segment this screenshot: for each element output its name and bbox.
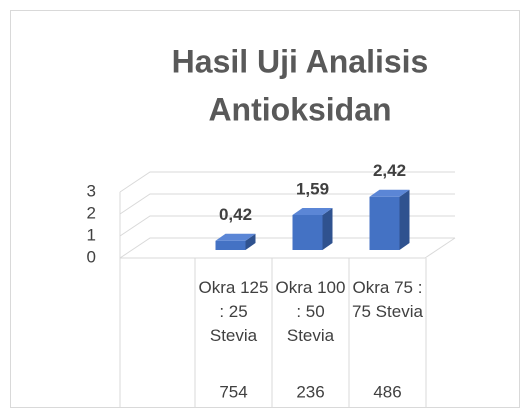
chart-title-line: Antioksidan (208, 91, 391, 127)
y-tick-label: 3 (87, 181, 96, 200)
bar-face (215, 240, 246, 250)
x-tick-label: Okra 100 : 50 Stevia (275, 278, 346, 345)
bar-face (292, 215, 323, 250)
floor-edge (424, 237, 456, 259)
grid-line (119, 215, 455, 237)
bar-face (215, 233, 256, 241)
x-tick-label: Okra 75 : 75 Stevia (352, 278, 423, 321)
bar-face (399, 189, 410, 250)
grid-line (119, 237, 455, 259)
value-label: 2,42 (373, 161, 406, 180)
bar-face (369, 189, 410, 197)
bar-face (369, 196, 400, 250)
grid-line (119, 193, 455, 215)
value-label: 0,42 (219, 205, 252, 224)
bar (215, 233, 256, 250)
bar-face (322, 208, 333, 250)
y-tick-label: 1 (87, 225, 96, 244)
bar-face (245, 233, 256, 250)
chart-border (10, 10, 520, 408)
y-tick-label: 0 (87, 247, 96, 266)
bar (292, 208, 333, 250)
category-code: 486 (373, 382, 401, 401)
grid-line (119, 171, 455, 193)
x-tick-label: Okra 125 : 25 Stevia (198, 278, 269, 345)
value-label: 1,59 (296, 180, 329, 199)
category-code: 754 (219, 382, 247, 401)
bar-face (292, 208, 333, 216)
bar (369, 189, 410, 250)
chart-title-line: Hasil Uji Analisis (172, 43, 429, 79)
category-code: 236 (296, 382, 324, 401)
y-tick-label: 2 (87, 203, 96, 222)
